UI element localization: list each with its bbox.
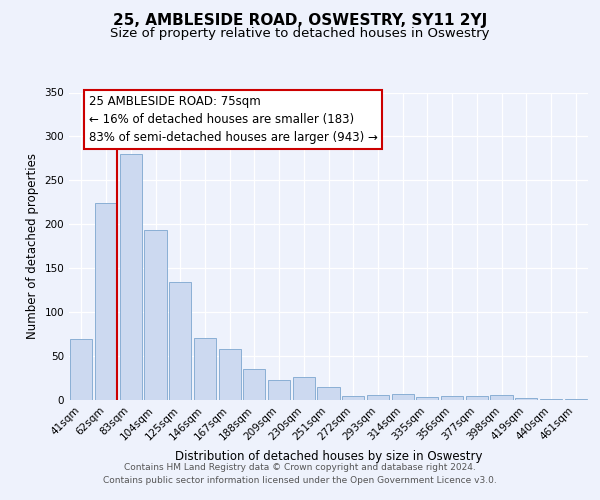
X-axis label: Distribution of detached houses by size in Oswestry: Distribution of detached houses by size … (175, 450, 482, 463)
Bar (392, 394, 414, 400)
Bar (145, 230, 167, 400)
Bar (243, 369, 265, 400)
Bar (342, 396, 364, 400)
Text: Size of property relative to detached houses in Oswestry: Size of property relative to detached ho… (110, 28, 490, 40)
Bar (293, 377, 315, 400)
Bar (268, 380, 290, 400)
Bar (194, 338, 216, 400)
Bar (119, 154, 142, 400)
Bar (565, 399, 587, 400)
Bar (70, 338, 92, 400)
Bar (466, 396, 488, 400)
Bar (416, 398, 439, 400)
Bar (218, 349, 241, 400)
Bar (515, 398, 538, 400)
Bar (317, 387, 340, 400)
Bar (367, 394, 389, 400)
Bar (441, 396, 463, 400)
Text: Contains public sector information licensed under the Open Government Licence v3: Contains public sector information licen… (103, 476, 497, 485)
Text: Contains HM Land Registry data © Crown copyright and database right 2024.: Contains HM Land Registry data © Crown c… (124, 462, 476, 471)
Text: 25 AMBLESIDE ROAD: 75sqm
← 16% of detached houses are smaller (183)
83% of semi-: 25 AMBLESIDE ROAD: 75sqm ← 16% of detach… (89, 95, 377, 144)
Bar (540, 399, 562, 400)
Y-axis label: Number of detached properties: Number of detached properties (26, 153, 39, 339)
Bar (95, 203, 117, 400)
Bar (490, 394, 512, 400)
Bar (169, 282, 191, 400)
Text: 25, AMBLESIDE ROAD, OSWESTRY, SY11 2YJ: 25, AMBLESIDE ROAD, OSWESTRY, SY11 2YJ (113, 12, 487, 28)
